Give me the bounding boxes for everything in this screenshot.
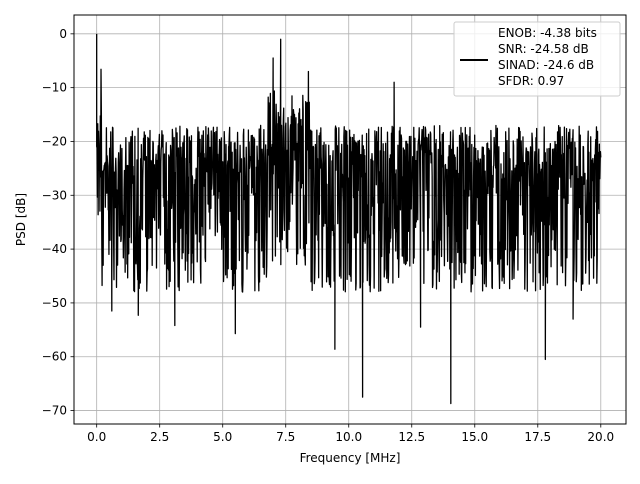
legend-box bbox=[453, 21, 621, 97]
legend: ENOB: -4.38 bits SNR: -24.58 dB SINAD: -… bbox=[453, 21, 621, 97]
y-tick-label: −10 bbox=[42, 81, 67, 95]
y-tick-label: −20 bbox=[42, 134, 67, 148]
y-tick-label: −30 bbox=[42, 188, 67, 202]
series-layer bbox=[96, 33, 602, 405]
legend-enob-text: ENOB: -4.38 bits bbox=[498, 26, 597, 40]
legend-snr-text: SNR: -24.58 dB bbox=[498, 42, 589, 56]
y-tick-label: −70 bbox=[42, 404, 67, 418]
tick-layer: 0.0 2.5 5.0 7.5 10.0 12.5 15.0 17.5 20.0 0 −10 −20 −… bbox=[42, 27, 614, 444]
y-tick-label: 0 bbox=[59, 27, 67, 41]
x-tick-label: 17.5 bbox=[524, 430, 551, 444]
x-axis-label: Frequency [MHz] bbox=[300, 451, 401, 465]
psd-series-line bbox=[96, 33, 602, 405]
x-tick-label: 12.5 bbox=[398, 430, 425, 444]
y-tick-label: −50 bbox=[42, 296, 67, 310]
x-tick-label: 7.5 bbox=[276, 430, 295, 444]
y-axis-label: PSD [dB] bbox=[14, 193, 28, 246]
x-tick-label: 10.0 bbox=[335, 430, 362, 444]
x-tick-label: 15.0 bbox=[461, 430, 488, 444]
x-tick-label: 2.5 bbox=[150, 430, 169, 444]
x-tick-label: 20.0 bbox=[587, 430, 614, 444]
legend-sinad-text: SINAD: -24.6 dB bbox=[498, 58, 594, 72]
y-tick-label: −40 bbox=[42, 242, 67, 256]
y-tick-label: −60 bbox=[42, 350, 67, 364]
x-tick-label: 5.0 bbox=[213, 430, 232, 444]
x-tick-label: 0.0 bbox=[87, 430, 106, 444]
legend-sfdr-text: SFDR: 0.97 bbox=[498, 74, 564, 88]
axes-frame bbox=[73, 14, 627, 425]
